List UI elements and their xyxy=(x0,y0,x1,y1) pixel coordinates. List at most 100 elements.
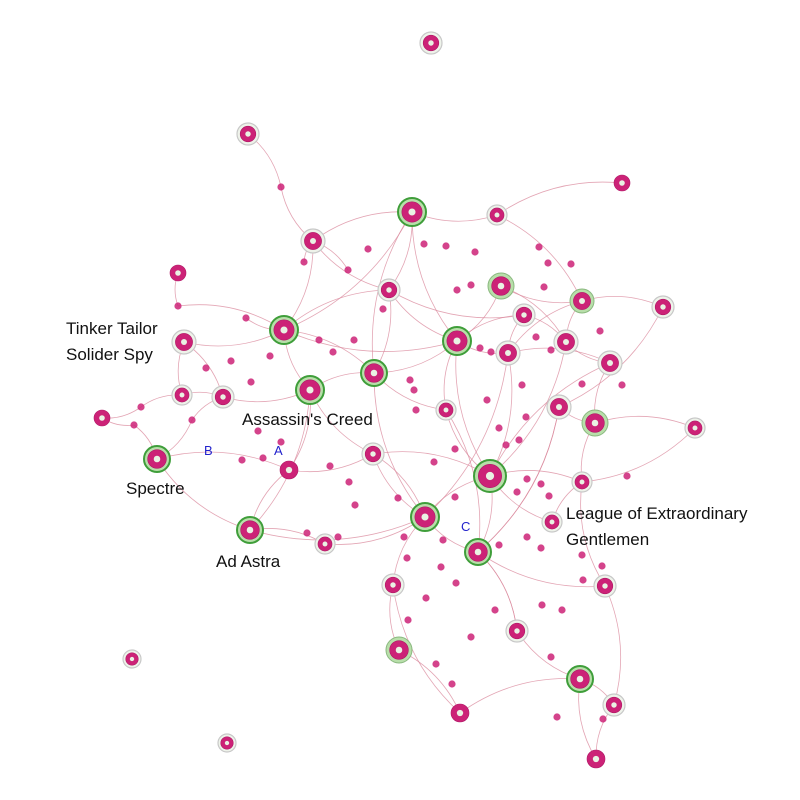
graph-dot xyxy=(553,713,561,721)
graph-dot xyxy=(448,680,456,688)
graph-node xyxy=(360,359,388,387)
label-tinker-tailor-line2: Solider Spy xyxy=(66,345,153,364)
graph-dot xyxy=(442,242,450,250)
graph-dot xyxy=(540,283,548,291)
graph-dot xyxy=(137,403,145,411)
graph-edge xyxy=(424,352,509,518)
graph-node xyxy=(419,31,443,55)
label-ad-astra: Ad Astra xyxy=(216,552,281,571)
graph-node xyxy=(279,460,299,480)
graph-dot xyxy=(345,478,353,486)
graph-dot xyxy=(451,445,459,453)
graph-edge xyxy=(604,585,622,706)
graph-edge xyxy=(283,329,458,352)
graph-edge xyxy=(177,304,285,331)
graph-node xyxy=(586,749,606,769)
graph-dot xyxy=(515,436,523,444)
graph-dot xyxy=(404,616,412,624)
graph-node xyxy=(361,442,385,466)
graph-node xyxy=(571,471,593,493)
graph-dot xyxy=(400,533,408,541)
graph-dot xyxy=(344,266,352,274)
graph-edge xyxy=(477,406,560,553)
graph-edge xyxy=(156,451,290,471)
graph-dot xyxy=(303,529,311,537)
graph-dot xyxy=(432,660,440,668)
graph-node xyxy=(613,174,631,192)
graph-node xyxy=(397,197,427,227)
graph-node xyxy=(597,350,623,376)
graph-edge xyxy=(388,289,525,319)
graph-dot xyxy=(412,406,420,414)
graph-dot xyxy=(623,472,631,480)
graph-node xyxy=(505,619,529,643)
graph-dot xyxy=(422,594,430,602)
graph-node xyxy=(314,533,336,555)
graph-dot xyxy=(567,260,575,268)
graph-dot xyxy=(522,413,530,421)
graph-dot xyxy=(174,302,182,310)
graph-edge xyxy=(411,211,458,342)
graph-dot xyxy=(547,346,555,354)
graph-dot xyxy=(430,458,438,466)
graph-node xyxy=(464,538,492,566)
graph-dot xyxy=(227,357,235,365)
graph-dot xyxy=(538,601,546,609)
graph-dot xyxy=(350,336,358,344)
graph-dot xyxy=(558,606,566,614)
graph-node xyxy=(122,649,142,669)
graph-dot xyxy=(379,305,387,313)
graph-dot xyxy=(467,281,475,289)
graph-edge xyxy=(312,240,390,291)
graph-dot xyxy=(326,462,334,470)
graph-edge xyxy=(183,329,285,347)
graph-dot xyxy=(394,494,402,502)
graph-node xyxy=(566,665,594,693)
label-spectre: Spectre xyxy=(126,479,185,498)
graph-dot xyxy=(266,352,274,360)
graph-dot xyxy=(420,240,428,248)
graph-dot xyxy=(247,378,255,386)
graph-dot xyxy=(476,344,484,352)
graph-dot xyxy=(300,258,308,266)
graph-node xyxy=(236,516,264,544)
graph-dot xyxy=(491,606,499,614)
label-league-line2: Gentlemen xyxy=(566,530,649,549)
graph-dot xyxy=(329,348,337,356)
graph-node xyxy=(236,122,260,146)
graph-dot xyxy=(495,541,503,549)
graph-nodes xyxy=(93,31,706,769)
graph-node xyxy=(512,303,536,327)
graph-node xyxy=(171,384,193,406)
graph-dot xyxy=(364,245,372,253)
graph-dot xyxy=(487,348,495,356)
graph-dot xyxy=(238,456,246,464)
graph-dot xyxy=(471,248,479,256)
graph-dot xyxy=(437,563,445,571)
graph-dot xyxy=(483,396,491,404)
graph-dot xyxy=(544,259,552,267)
graph-dot xyxy=(502,441,510,449)
graph-edge xyxy=(392,584,461,714)
graph-dot xyxy=(513,488,521,496)
graph-edge xyxy=(594,415,696,429)
graph-dot xyxy=(406,376,414,384)
graph-edge xyxy=(489,362,611,477)
graph-node xyxy=(546,394,572,420)
graph-dot xyxy=(579,576,587,584)
graph-node xyxy=(553,329,579,355)
graph-dot xyxy=(188,416,196,424)
graph-dot xyxy=(596,327,604,335)
label-assassins-creed: Assassin's Creed xyxy=(242,410,373,429)
graph-node xyxy=(435,399,457,421)
graph-node xyxy=(300,228,326,254)
graph-node xyxy=(684,417,706,439)
graph-dot xyxy=(537,480,545,488)
graph-dot xyxy=(315,336,323,344)
graph-node xyxy=(93,409,111,427)
graph-node xyxy=(381,573,405,597)
graph-dot xyxy=(535,243,543,251)
graph-node xyxy=(581,409,609,437)
graph-dot xyxy=(495,424,503,432)
